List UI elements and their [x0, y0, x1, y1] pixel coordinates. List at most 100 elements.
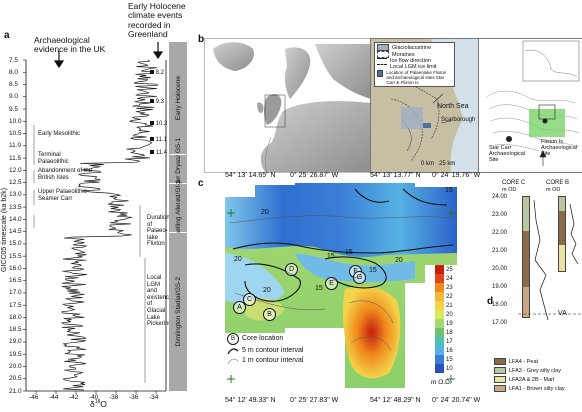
colorbar-label: 18 [446, 329, 453, 336]
colorbar-swatch [435, 328, 444, 337]
archaeo-ranges [33, 125, 146, 383]
y-tick-label: 12.0 [9, 166, 22, 174]
x-axis-title: δ18O [90, 399, 107, 409]
legend-5m-contour: 5 m contour interval [227, 347, 337, 355]
coord-top-3: 54° 13' 13.77" N [370, 172, 421, 179]
archaeo-label: Abandonment of the British Isles [38, 168, 93, 181]
panel-a-right-title: Early Holocene climate events recorded i… [128, 1, 186, 40]
phase-dimlington: Dimlington Stadial/GS-2 [169, 233, 187, 392]
archaeo-label: Upper Palaeolithic Seamer Carr [38, 189, 87, 202]
core-c-title: CORE C [502, 180, 526, 186]
y-tick-label: 8.0 [9, 68, 19, 76]
coord-bottom-3: 54° 12' 48.29" N [370, 397, 421, 404]
x-tick-label: -44 [49, 394, 59, 401]
regional-map: Glaciolacustrine Moraines Ice flow direc… [370, 38, 479, 173]
core-marker: C [243, 293, 256, 306]
core-b-column [558, 196, 566, 272]
panel-d-label: d [487, 296, 494, 307]
site-map: Flixton Is Archaeological Site Star Carr… [478, 38, 582, 173]
y-ticks [23, 59, 26, 392]
event-item: 11.1 [150, 137, 167, 144]
core-marker: E [325, 277, 338, 290]
coord-bottom-4: 0° 24' 20.74" W [432, 397, 481, 404]
contour-label: 20 [261, 209, 269, 216]
regional-map-svg [380, 39, 478, 172]
legend-item: LFA3 - Grey silty clay [494, 367, 582, 374]
core-b-title: CORE B [546, 180, 570, 186]
y-tick-label: 7.5 [9, 56, 19, 64]
colorbar-row: 23 [435, 283, 465, 292]
core-marker: G [353, 271, 366, 284]
x-tick-label: -40 [89, 394, 99, 401]
x-tick-label: -38 [109, 394, 119, 401]
colorbar-row: 18 [435, 328, 465, 337]
colorbar-label: 21 [446, 302, 453, 309]
contour-label: 20 [263, 287, 271, 294]
event-item: 9.3 [150, 99, 164, 106]
event-item: 11.4 [150, 150, 167, 157]
coord-bottom-2: 0° 25' 27.83" W [290, 397, 339, 404]
colorbar-swatch [435, 346, 444, 355]
depth-label: 23.00 [492, 212, 508, 218]
archaeo-label: Duration of Palaeo-lake Flixton [147, 215, 170, 248]
star-carr-label: Star Carr Archaeological Site [489, 145, 526, 164]
regional-legend: Glaciolacustrine Moraines Ice flow direc… [374, 42, 455, 87]
panel-a-label: a [4, 30, 10, 41]
north-sea-label: North Sea [437, 103, 469, 110]
elevation-map-svg [225, 183, 457, 388]
y-tick-label: 21.0 [9, 387, 22, 395]
colorbar-label: 16 [446, 347, 453, 354]
colorbar-row: 16 [435, 346, 465, 355]
colorbar-swatch [435, 355, 444, 364]
core-marker: D [285, 263, 298, 276]
legend-item: LFA4 - Peat [494, 358, 582, 365]
y-tick-label: 14.5 [9, 228, 22, 236]
contour-1m-icon [227, 358, 239, 365]
y-tick-label: 10.5 [9, 130, 22, 138]
phase-younger-dryas: Younger Dryas/ GS-1 [169, 138, 187, 200]
core-c-unit: m OD [502, 187, 517, 193]
colorbar-unit: m O.D. [431, 379, 452, 386]
core-marker: A [233, 301, 246, 314]
colorbar-swatch [435, 310, 444, 319]
phase-early-holocene: Early Holocene [169, 42, 187, 155]
arrow-down-icon [53, 42, 164, 69]
y-tick-label: 15.0 [9, 240, 22, 248]
legend-item: Ice flow direction [377, 58, 452, 64]
phase-column: Early Holocene Younger Dryas/ GS-1 Bølli… [169, 42, 187, 392]
europe-map [204, 38, 372, 173]
y-tick-label: 13.0 [9, 191, 22, 199]
depth-label: 18.00 [492, 302, 508, 308]
y-tick-label: 18.5 [9, 326, 22, 334]
y-tick-label: 12.5 [9, 179, 22, 187]
colorbar-swatch [435, 292, 444, 301]
x-tick-label: -34 [149, 394, 159, 401]
colorbar-row: 25 [435, 265, 465, 274]
panel-a: a Archaeological evidence in the UK Earl… [0, 0, 195, 412]
colorbar: 25 24 23 22 21 20 19 18 17 16 15 10 m O.D. [431, 265, 465, 386]
contour-label: 15 [345, 249, 353, 256]
y-tick-label: 15.5 [9, 252, 22, 260]
x-tick-label: -46 [29, 394, 39, 401]
y-tick-label: 10.0 [9, 117, 22, 125]
x-ticks [35, 391, 157, 394]
x-tick-label: -36 [129, 394, 139, 401]
coord-top-4: 0° 24' 19.76" W [432, 172, 481, 179]
y-tick-label: 13.5 [9, 203, 22, 211]
core-section: CORE C CORE B m OD m OD 24.00 23.00 22.00 2… [488, 180, 582, 412]
contour-label: 15 [327, 253, 335, 260]
legend-item: Moraines [377, 51, 452, 58]
grid-cross [227, 209, 455, 383]
panel-a-svg [23, 42, 167, 394]
colorbar-row: 17 [435, 337, 465, 346]
colorbar-swatch [435, 283, 444, 292]
core-section-svg [518, 199, 582, 321]
depth-label: 20.00 [492, 266, 508, 272]
phase-bolling-allerod: Bølling Allerød/GI-1 [169, 180, 187, 236]
colorbar-swatch [435, 337, 444, 346]
coord-bottom-1: 54° 12' 49.33" N [225, 397, 276, 404]
y-tick-label: 14.0 [9, 215, 22, 223]
colorbar-row: 21 [435, 301, 465, 310]
flixton-label: Flixton Is Archaeological Site [541, 139, 578, 158]
y-tick-label: 9.0 [9, 93, 19, 101]
